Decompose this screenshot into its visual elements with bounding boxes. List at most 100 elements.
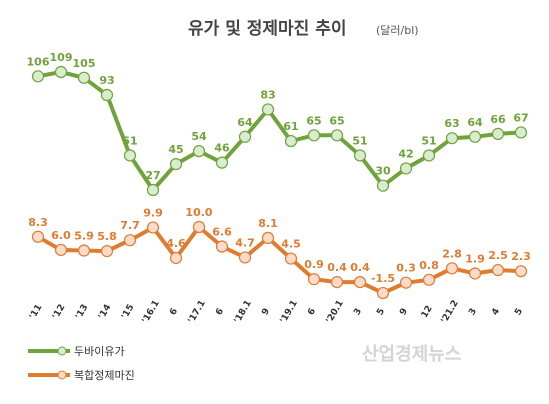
x-tick-label: '19.1 [279, 299, 300, 326]
data-point [192, 145, 206, 158]
data-label: 42 [398, 147, 413, 160]
data-point [77, 71, 91, 84]
data-point [215, 240, 229, 253]
data-point [238, 251, 252, 264]
data-label: 105 [73, 57, 96, 70]
data-point [215, 156, 229, 169]
data-label: 45 [168, 143, 183, 156]
data-label: 1.9 [465, 252, 485, 265]
data-label: 61 [283, 120, 298, 133]
data-label: 65 [306, 114, 321, 127]
data-point [77, 244, 91, 257]
data-label: 51 [352, 134, 367, 147]
data-point [192, 220, 206, 234]
data-label: 8.3 [28, 216, 48, 229]
data-label: 67 [513, 111, 528, 124]
legend-label-oil-price: 두바이유가 [74, 345, 125, 358]
x-tick-label: '14 [97, 303, 113, 321]
data-label: 5.8 [97, 230, 117, 243]
x-tick-label: 5 [375, 307, 387, 317]
data-label: 2.5 [488, 249, 508, 262]
data-point [284, 252, 298, 265]
data-point [100, 245, 114, 258]
data-label: 65 [329, 114, 344, 127]
x-tick-label: '18.1 [233, 299, 254, 326]
data-point [353, 149, 367, 162]
data-point [54, 243, 68, 257]
data-point [169, 251, 183, 265]
data-label: 106 [27, 55, 50, 68]
data-label: 0.8 [419, 259, 439, 272]
data-point [445, 132, 459, 145]
data-label: 9.9 [143, 207, 163, 220]
x-tick-label: 3 [352, 307, 364, 317]
data-point [261, 103, 275, 116]
x-tick-label: '13 [74, 303, 90, 321]
legend-marker-oil-price [57, 346, 67, 356]
data-point [514, 265, 528, 278]
x-tick-label: '20.1 [325, 299, 346, 326]
data-point [376, 179, 390, 192]
data-point [146, 183, 160, 197]
data-point [31, 230, 45, 243]
data-point [376, 286, 390, 300]
x-tick-label: 3 [467, 307, 479, 317]
data-label: 51 [122, 134, 137, 147]
data-label: 64 [237, 116, 253, 129]
legend-item-oil-price: 두바이유가 [28, 345, 125, 358]
data-point [100, 88, 114, 102]
legend-item-refining-margin: 복합정제마진 [28, 369, 135, 382]
x-tick-label: '17.1 [187, 299, 208, 326]
x-tick-label: '21.2 [440, 299, 461, 326]
data-point [491, 263, 505, 277]
data-point [31, 70, 45, 83]
data-point [468, 130, 482, 143]
data-point [330, 275, 344, 289]
data-point [445, 262, 459, 275]
chart-title: 유가 및 정제마진 추이 [188, 19, 347, 39]
data-label: 0.3 [396, 262, 416, 275]
data-label: 109 [50, 51, 73, 64]
data-point [169, 157, 183, 171]
data-label: 5.9 [74, 230, 94, 243]
x-tick-label: 6 [168, 307, 180, 317]
x-tick-label: 6 [306, 307, 318, 317]
x-tick-label: 6 [214, 307, 226, 317]
data-label: 2.8 [442, 247, 462, 260]
data-point [123, 234, 137, 247]
data-point [399, 276, 413, 289]
x-tick-label: '12 [51, 303, 67, 321]
x-axis-ticks: '11 '12 '13 '14 '15 '16.1 6 '17.1 6 '18.1 9 '19.1 6 '… [28, 299, 525, 326]
x-tick-label: 9 [260, 307, 272, 317]
x-tick-label: '15 [120, 303, 136, 321]
data-label: 63 [444, 117, 459, 130]
data-label: 0.4 [350, 261, 370, 274]
data-label: 93 [99, 74, 114, 87]
data-label: 51 [421, 134, 436, 147]
data-label: 10.0 [185, 206, 212, 219]
legend: 두바이유가 복합정제마진 [28, 345, 135, 382]
series-line-oil-price [37, 70, 522, 192]
data-label: -1.5 [371, 272, 395, 285]
watermark: 산업경제뉴스 [362, 344, 461, 365]
data-label: 27 [145, 169, 160, 182]
data-point [468, 267, 482, 280]
data-label: 4.5 [281, 238, 301, 251]
x-tick-label: '16.1 [141, 299, 162, 326]
data-label: 64 [467, 116, 483, 129]
series-refining-margin: 8.36.0 5.9 5.87.79.9 4.6 10.06.64.78.14.50.9… [28, 206, 531, 300]
data-label: 6.0 [51, 229, 71, 242]
data-label: 0.4 [327, 261, 347, 274]
data-label: 46 [214, 142, 230, 155]
data-point [353, 275, 367, 289]
data-label: 54 [191, 130, 207, 143]
data-label: 4.6 [166, 237, 186, 250]
data-point [54, 65, 68, 79]
data-point [491, 127, 505, 140]
data-label: 30 [375, 165, 391, 178]
data-point [284, 134, 298, 148]
legend-label-refining-margin: 복합정제마진 [74, 369, 135, 382]
